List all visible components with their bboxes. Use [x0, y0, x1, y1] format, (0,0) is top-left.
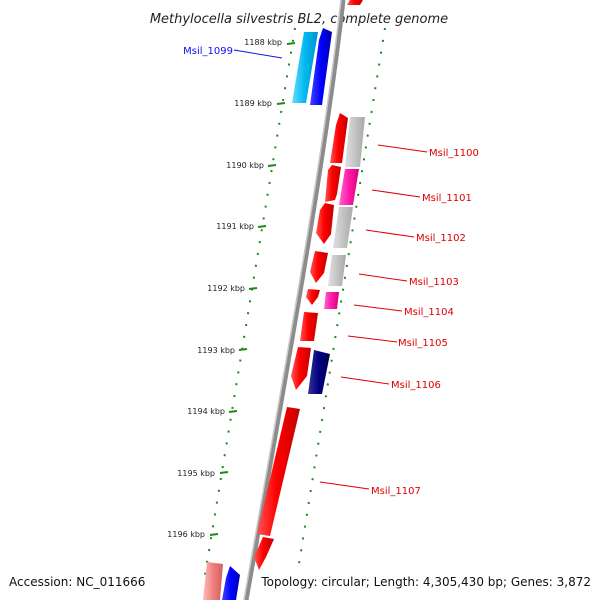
gene-feature-gray-3[interactable]	[328, 255, 346, 286]
map-title: Methylocella silvestris BL2, complete ge…	[150, 12, 448, 27]
gene-label-msil-1104[interactable]: Msil_1104	[404, 307, 454, 318]
gene-feature-msil-1108[interactable]	[254, 537, 274, 570]
gene-feature-gray-1[interactable]	[345, 117, 365, 167]
genome-backbone	[243, 0, 346, 600]
gene-feature-pink-2[interactable]	[324, 292, 339, 309]
ruler-label: 1193 kbp	[197, 346, 235, 355]
gene-feature-msil-1101[interactable]	[325, 165, 341, 202]
gene-label-msil-1102[interactable]: Msil_1102	[416, 233, 466, 244]
partial-gene-blue[interactable]	[222, 566, 240, 600]
gene-feature-msil-1099[interactable]	[310, 28, 332, 105]
ruler-label: 1196 kbp	[167, 530, 205, 539]
ruler-ticks	[209, 42, 296, 536]
gene-feature-msil-1102[interactable]	[316, 203, 334, 244]
leader-line-msil-1104	[353, 304, 403, 312]
genome-backbone-highlight	[243, 0, 342, 600]
ruler-label: 1188 kbp	[244, 38, 282, 47]
ruler-label: 1190 kbp	[226, 161, 264, 170]
gene-feature-msil-1103[interactable]	[310, 251, 328, 283]
ruler-label: 1191 kbp	[216, 222, 254, 231]
leader-line-msil-1100	[377, 144, 428, 153]
ruler-label: 1192 kbp	[207, 284, 245, 293]
gene-feature-msil-1106[interactable]	[291, 347, 311, 390]
leader-line-msil-1101	[371, 189, 421, 198]
topology-text: Topology: circular; Length: 4,305,430 bp…	[260, 575, 591, 589]
inner-guide-line	[204, 27, 296, 576]
ruler-label: 1189 kbp	[234, 99, 272, 108]
accession-text: Accession: NC_011666	[9, 575, 145, 589]
gene-label-msil-1106[interactable]: Msil_1106	[391, 380, 441, 391]
outer-guide-line	[297, 27, 386, 571]
gene-feature-msil-1105[interactable]	[300, 312, 318, 341]
partial-gene-pale[interactable]	[203, 562, 223, 600]
leader-line-msil-1105	[347, 335, 398, 343]
gene-feature-msil-1099-cyan[interactable]	[292, 32, 318, 103]
leader-line-msil-1103	[358, 273, 408, 282]
gene-label-msil-1101[interactable]: Msil_1101	[422, 193, 472, 204]
gene-feature-msil-1104[interactable]	[306, 289, 320, 305]
gene-feature-navy[interactable]	[308, 350, 330, 394]
ruler-label: 1194 kbp	[187, 407, 225, 416]
gene-label-msil-1107[interactable]: Msil_1107	[371, 486, 421, 497]
gene-feature-gray-2[interactable]	[333, 207, 353, 248]
ruler-label: 1195 kbp	[177, 469, 215, 478]
gene-feature-msil-1100[interactable]	[330, 113, 348, 163]
leader-line-msil-1107	[319, 481, 370, 490]
leader-line-msil-1099	[233, 49, 283, 59]
gene-feature-msil-1107[interactable]	[257, 407, 300, 536]
leader-line-msil-1106	[340, 376, 390, 385]
gene-label-msil-1099[interactable]: Msil_1099	[183, 46, 233, 57]
gene-label-msil-1105[interactable]: Msil_1105	[398, 338, 448, 349]
leader-line-msil-1102	[365, 229, 415, 238]
partial-gene-arrow[interactable]	[347, 0, 363, 5]
gene-label-msil-1100[interactable]: Msil_1100	[429, 148, 479, 159]
gene-feature-pink-1[interactable]	[339, 169, 359, 205]
gene-label-msil-1103[interactable]: Msil_1103	[409, 277, 459, 288]
